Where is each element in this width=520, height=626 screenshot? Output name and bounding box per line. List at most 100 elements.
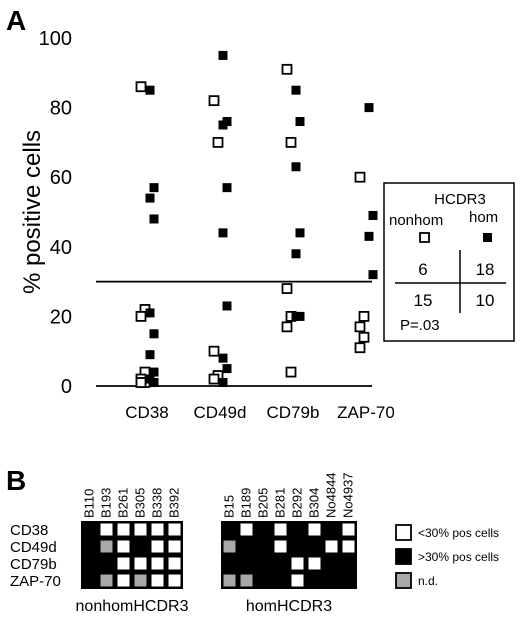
panel-b-label: B — [6, 465, 26, 496]
nonhom-point — [358, 331, 370, 343]
legend-col-hom: hom — [469, 209, 498, 226]
sample-label: B193 — [99, 488, 114, 518]
heatmap-cell — [240, 557, 253, 570]
hom-point — [218, 50, 228, 60]
heatmap-row-label: CD79b — [10, 556, 57, 573]
heatmap-cell — [342, 574, 355, 587]
legend-filled-square — [483, 233, 492, 242]
heatmap-cell — [325, 574, 338, 587]
legend-count-hom-high: 18 — [476, 260, 495, 279]
legend-count-nonhom-low: 15 — [414, 291, 433, 310]
heatmap-cell — [274, 540, 287, 553]
heatmap-cell — [342, 540, 355, 553]
y-tick-label: 20 — [50, 306, 72, 328]
hom-point — [291, 249, 301, 259]
heatmap-cell — [168, 540, 181, 553]
heatmap-cell — [151, 557, 164, 570]
heatmap-cell — [223, 540, 236, 553]
heatmap-cell — [291, 523, 304, 536]
sample-label: B15 — [222, 495, 237, 518]
x-tick-label: CD38 — [125, 403, 168, 422]
heatmap-cell — [308, 540, 321, 553]
nonhom-point — [354, 171, 366, 183]
hom-point — [295, 228, 305, 238]
heatmap-row-label: CD38 — [10, 522, 48, 539]
hom-point — [295, 117, 305, 127]
hom-point — [149, 329, 159, 339]
sample-label: B261 — [116, 488, 131, 518]
sample-label: B304 — [307, 488, 322, 518]
hom-point — [291, 162, 301, 172]
heatmap-legend-swatch — [395, 548, 412, 565]
heatmap-cell — [342, 523, 355, 536]
heatmap-cell — [134, 523, 147, 536]
y-axis-label: % positive cells — [19, 130, 46, 294]
heatmap-cell — [325, 557, 338, 570]
heatmap-cell — [100, 557, 113, 570]
heatmap-cell — [100, 574, 113, 587]
y-tick-label: 100 — [39, 28, 72, 50]
hom-point — [145, 85, 155, 95]
heatmap-cell — [151, 540, 164, 553]
heatmap-cell — [325, 523, 338, 536]
heatmap-group-label: homHCDR3 — [246, 598, 332, 615]
sample-label: B189 — [239, 488, 254, 518]
nonhom-point — [354, 321, 366, 333]
hom-point — [218, 228, 228, 238]
heatmap-legend-swatch — [395, 524, 412, 541]
heatmap-cell — [325, 540, 338, 553]
legend-pvalue: P=.03 — [400, 317, 440, 334]
heatmap-cell — [83, 523, 96, 536]
nonhom-point — [135, 310, 147, 322]
heatmap-cell — [240, 574, 253, 587]
x-tick-label: ZAP-70 — [337, 403, 395, 422]
heatmap-cell — [134, 540, 147, 553]
sample-label: B292 — [290, 488, 305, 518]
heatmap-cell — [117, 574, 130, 587]
hom-point — [145, 308, 155, 318]
legend-count-hom-low: 10 — [476, 291, 495, 310]
nonhom-point — [212, 136, 224, 148]
hom-point — [364, 231, 374, 241]
heatmap-row-label: ZAP-70 — [10, 573, 61, 590]
legend-box: HCDR3 nonhom hom 6 18 15 10 P=.03 — [383, 182, 515, 342]
nonhom-point — [354, 342, 366, 354]
heatmap-group-label: nonhomHCDR3 — [76, 598, 189, 615]
sample-label: B281 — [273, 488, 288, 518]
heatmap-background — [81, 521, 183, 589]
legend-frame — [383, 182, 515, 342]
nonhom-point — [135, 81, 147, 93]
y-tick-labels: 0 20 40 60 80 100 — [39, 28, 72, 398]
hom-point — [145, 193, 155, 203]
hom-point — [291, 311, 301, 321]
heatmap-cell — [308, 574, 321, 587]
heatmap-cell — [83, 557, 96, 570]
heatmap-cell — [117, 540, 130, 553]
heatmap-cell — [223, 523, 236, 536]
nonhom-point — [285, 136, 297, 148]
hom-point — [364, 103, 374, 113]
heatmap-cell — [83, 540, 96, 553]
heatmap-cell — [134, 574, 147, 587]
sample-label: B338 — [150, 488, 165, 518]
hom-point — [368, 210, 378, 220]
heatmap-cell — [100, 540, 113, 553]
nonhom-point — [285, 366, 297, 378]
legend-open-square — [419, 232, 430, 243]
legend-title: HCDR3 — [434, 191, 486, 208]
heatmap-cell — [100, 523, 113, 536]
hom-point — [218, 353, 228, 363]
sample-label: B392 — [167, 488, 182, 518]
y-tick-label: 0 — [61, 376, 72, 398]
hom-point — [149, 183, 159, 193]
heatmap-legend-label: <30% pos cells — [418, 526, 499, 540]
hom-point — [149, 214, 159, 224]
heatmap-group: B110 B193 B261 B305 B338 B392 nonhomHCDR3 — [76, 488, 189, 615]
heatmap-legend-swatch — [395, 572, 412, 589]
hom-point — [218, 120, 228, 130]
sample-label: B110 — [82, 489, 97, 518]
hom-point — [222, 183, 232, 193]
